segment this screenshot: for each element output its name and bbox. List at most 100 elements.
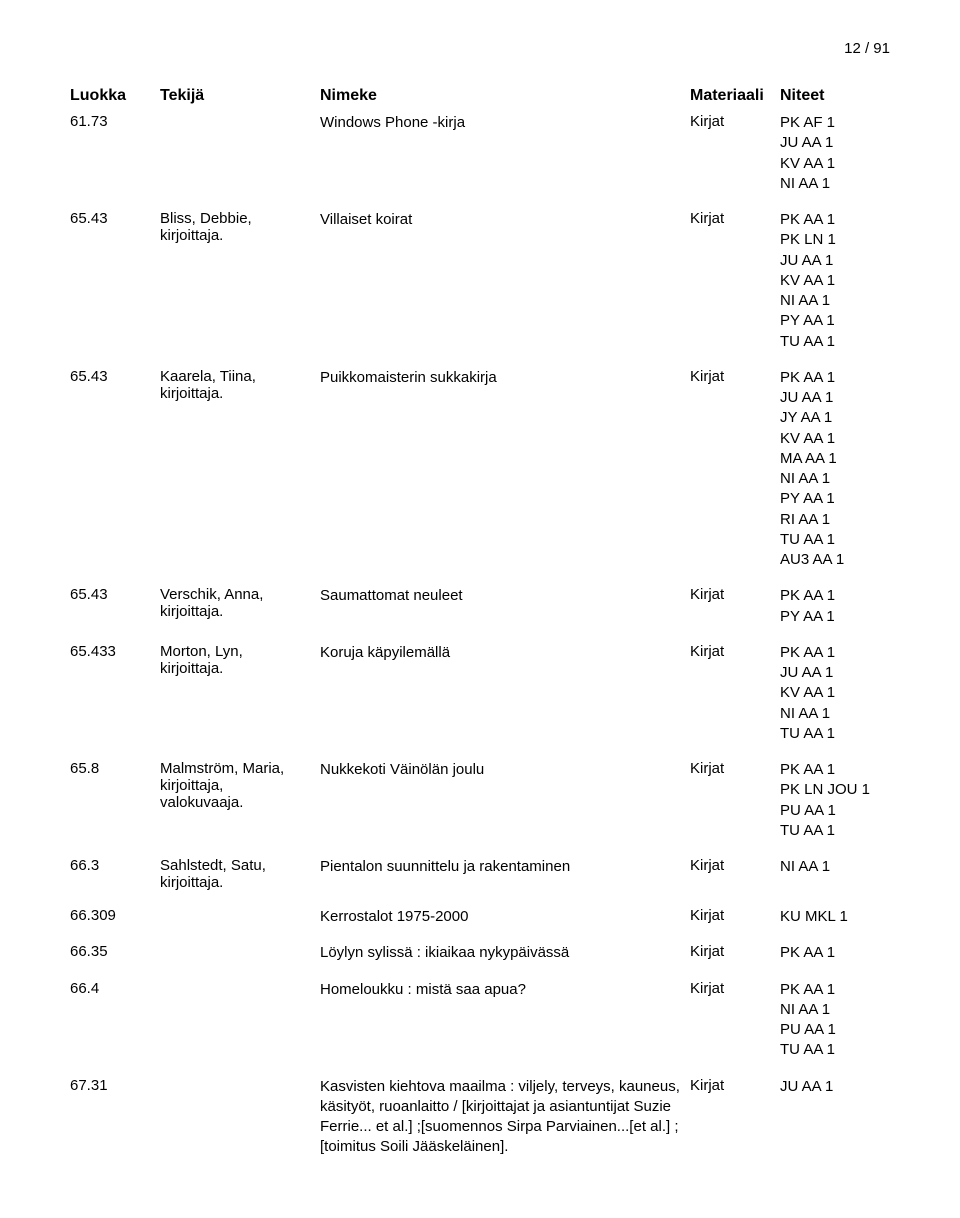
cell-tekija: Kaarela, Tiina, kirjoittaja. [160, 368, 320, 402]
cell-niteet: PK AA 1PK LN 1JU AA 1KV AA 1NI AA 1PY AA… [780, 210, 890, 352]
niteet-line: NI AA 1 [780, 857, 890, 877]
cell-luokka: 65.43 [70, 210, 160, 227]
niteet-line: TU AA 1 [780, 530, 890, 550]
cell-luokka: 66.3 [70, 857, 160, 874]
niteet-line: KV AA 1 [780, 683, 890, 703]
page-number: 12 / 91 [70, 40, 890, 57]
cell-materiaali: Kirjat [690, 210, 780, 227]
cell-materiaali: Kirjat [690, 907, 780, 924]
cell-nimeke: Homeloukku : mistä saa apua? [320, 980, 690, 1000]
table-row: 66.3Sahlstedt, Satu, kirjoittaja.Piental… [70, 857, 890, 891]
table-row: 65.43Verschik, Anna, kirjoittaja.Saumatt… [70, 586, 890, 627]
header-nimeke: Nimeke [320, 87, 690, 105]
table-row: 65.43Kaarela, Tiina, kirjoittaja.Puikkom… [70, 368, 890, 571]
cell-niteet: KU MKL 1 [780, 907, 890, 927]
cell-luokka: 67.31 [70, 1077, 160, 1094]
cell-niteet: JU AA 1 [780, 1077, 890, 1097]
niteet-line: MA AA 1 [780, 449, 890, 469]
cell-tekija: Malmström, Maria, kirjoittaja, valokuvaa… [160, 760, 320, 811]
cell-niteet: NI AA 1 [780, 857, 890, 877]
niteet-line: NI AA 1 [780, 1000, 890, 1020]
cell-niteet: PK AA 1PK LN JOU 1PU AA 1TU AA 1 [780, 760, 890, 841]
page: 12 / 91 Luokka Tekijä Nimeke Materiaali … [0, 0, 960, 1218]
cell-tekija: Verschik, Anna, kirjoittaja. [160, 586, 320, 620]
cell-luokka: 61.73 [70, 113, 160, 130]
niteet-line: JY AA 1 [780, 408, 890, 428]
cell-nimeke: Windows Phone -kirja [320, 113, 690, 133]
niteet-line: KV AA 1 [780, 154, 890, 174]
cell-luokka: 65.8 [70, 760, 160, 777]
niteet-line: NI AA 1 [780, 174, 890, 194]
cell-nimeke: Kerrostalot 1975-2000 [320, 907, 690, 927]
niteet-line: PK LN JOU 1 [780, 780, 890, 800]
niteet-line: PK LN 1 [780, 230, 890, 250]
cell-luokka: 66.35 [70, 943, 160, 960]
table-row: 65.433Morton, Lyn, kirjoittaja.Koruja kä… [70, 643, 890, 744]
niteet-line: PK AA 1 [780, 643, 890, 663]
cell-materiaali: Kirjat [690, 368, 780, 385]
cell-nimeke: Koruja käpyilemällä [320, 643, 690, 663]
cell-luokka: 66.309 [70, 907, 160, 924]
cell-niteet: PK AA 1NI AA 1PU AA 1TU AA 1 [780, 980, 890, 1061]
cell-luokka: 65.43 [70, 586, 160, 603]
cell-materiaali: Kirjat [690, 760, 780, 777]
niteet-line: PK AA 1 [780, 980, 890, 1000]
niteet-line: AU3 AA 1 [780, 550, 890, 570]
table-row: 61.73 Windows Phone -kirjaKirjatPK AF 1JU… [70, 113, 890, 194]
cell-materiaali: Kirjat [690, 643, 780, 660]
table-row: 66.4Homeloukku : mistä saa apua?KirjatPK… [70, 980, 890, 1061]
cell-materiaali: Kirjat [690, 113, 780, 130]
niteet-line: PK AA 1 [780, 586, 890, 606]
niteet-line: PK AA 1 [780, 943, 890, 963]
niteet-line: NI AA 1 [780, 291, 890, 311]
cell-luokka: 65.43 [70, 368, 160, 385]
niteet-line: JU AA 1 [780, 388, 890, 408]
header-materiaali: Materiaali [690, 87, 780, 105]
cell-tekija: Morton, Lyn, kirjoittaja. [160, 643, 320, 677]
niteet-line: TU AA 1 [780, 1040, 890, 1060]
cell-nimeke: Puikkomaisterin sukkakirja [320, 368, 690, 388]
table-header: Luokka Tekijä Nimeke Materiaali Niteet [70, 87, 890, 105]
table-row: 66.35 Löylyn sylissä : ikiaikaa nykypäivä… [70, 943, 890, 963]
table-row: 65.8Malmström, Maria, kirjoittaja, valok… [70, 760, 890, 841]
cell-nimeke: Nukkekoti Väinölän joulu [320, 760, 690, 780]
header-tekija: Tekijä [160, 87, 320, 105]
niteet-line: TU AA 1 [780, 821, 890, 841]
niteet-line: KU MKL 1 [780, 907, 890, 927]
niteet-line: JU AA 1 [780, 133, 890, 153]
niteet-line: PK AF 1 [780, 113, 890, 133]
cell-materiaali: Kirjat [690, 980, 780, 997]
niteet-line: PK AA 1 [780, 760, 890, 780]
cell-materiaali: Kirjat [690, 943, 780, 960]
cell-niteet: PK AA 1 [780, 943, 890, 963]
niteet-line: KV AA 1 [780, 271, 890, 291]
cell-nimeke: Saumattomat neuleet [320, 586, 690, 606]
niteet-line: TU AA 1 [780, 332, 890, 352]
cell-tekija: Sahlstedt, Satu, kirjoittaja. [160, 857, 320, 891]
cell-materiaali: Kirjat [690, 857, 780, 874]
niteet-line: JU AA 1 [780, 663, 890, 683]
niteet-line: KV AA 1 [780, 429, 890, 449]
niteet-line: NI AA 1 [780, 469, 890, 489]
niteet-line: JU AA 1 [780, 1077, 890, 1097]
niteet-line: PY AA 1 [780, 311, 890, 331]
niteet-line: PK AA 1 [780, 210, 890, 230]
cell-tekija: Bliss, Debbie, kirjoittaja. [160, 210, 320, 244]
header-niteet: Niteet [780, 87, 890, 105]
cell-niteet: PK AA 1JU AA 1KV AA 1NI AA 1TU AA 1 [780, 643, 890, 744]
cell-luokka: 65.433 [70, 643, 160, 660]
niteet-line: PU AA 1 [780, 801, 890, 821]
niteet-line: PY AA 1 [780, 607, 890, 627]
niteet-line: TU AA 1 [780, 724, 890, 744]
cell-nimeke: Villaiset koirat [320, 210, 690, 230]
cell-nimeke: Löylyn sylissä : ikiaikaa nykypäivässä [320, 943, 690, 963]
cell-materiaali: Kirjat [690, 586, 780, 603]
niteet-line: PY AA 1 [780, 489, 890, 509]
cell-niteet: PK AA 1JU AA 1JY AA 1KV AA 1MA AA 1NI AA… [780, 368, 890, 571]
table-row: 66.309 Kerrostalot 1975-2000KirjatKU MKL … [70, 907, 890, 927]
table-row: 67.31Kasvisten kiehtova maailma : viljel… [70, 1077, 890, 1158]
niteet-line: RI AA 1 [780, 510, 890, 530]
table-body: 61.73Windows Phone -kirjaKirjatPK AF 1JU… [70, 113, 890, 1158]
niteet-line: NI AA 1 [780, 704, 890, 724]
cell-nimeke: Pientalon suunnittelu ja rakentaminen [320, 857, 690, 877]
